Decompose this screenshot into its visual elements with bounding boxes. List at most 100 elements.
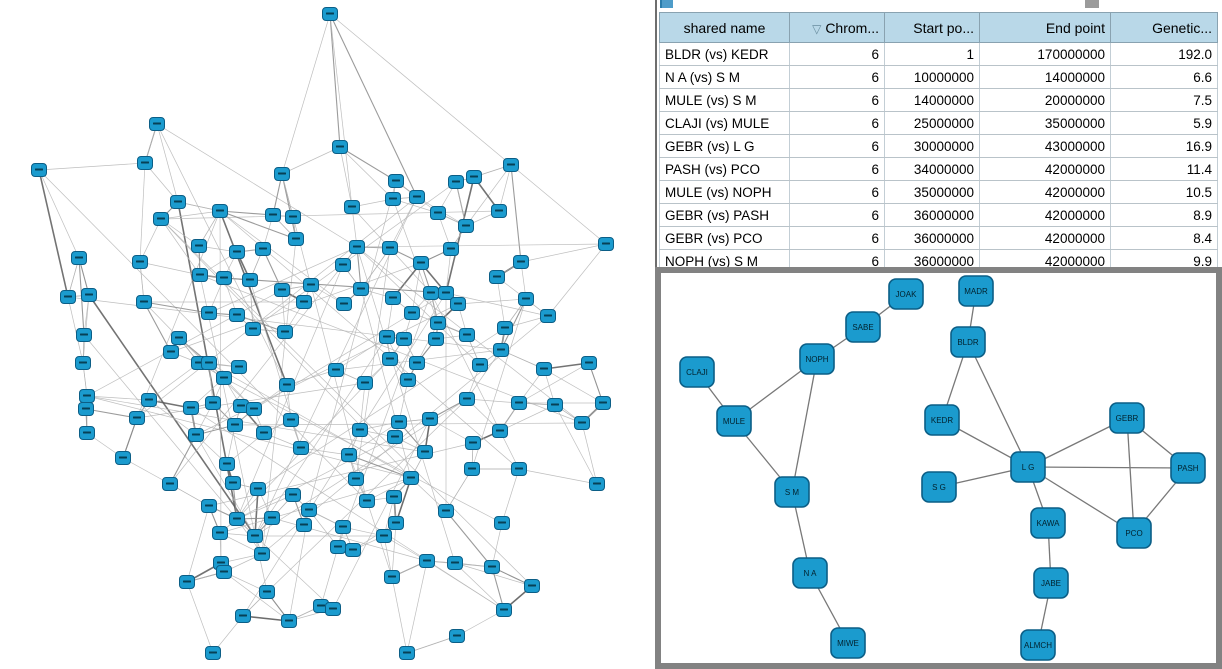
column-header-end-point[interactable]: End point xyxy=(979,12,1111,43)
graph-node[interactable] xyxy=(511,462,527,476)
cell-genetic[interactable]: 192.0 xyxy=(1110,42,1218,66)
graph-node[interactable] xyxy=(428,332,444,346)
graph-edge[interactable] xyxy=(967,341,1029,468)
cell-end[interactable]: 42000000 xyxy=(979,226,1111,250)
cell-chromosome[interactable]: 6 xyxy=(789,226,885,250)
graph-node[interactable] xyxy=(303,278,319,292)
graph-node[interactable] xyxy=(464,462,480,476)
graph-node[interactable] xyxy=(136,295,152,309)
graph-node[interactable] xyxy=(296,518,312,532)
graph-node[interactable] xyxy=(404,306,420,320)
graph-node[interactable] xyxy=(459,392,475,406)
graph-node[interactable] xyxy=(79,389,95,403)
graph-node[interactable] xyxy=(349,240,365,254)
graph-node[interactable] xyxy=(229,245,245,259)
scrollbar-fragment[interactable] xyxy=(1085,0,1099,8)
graph-node[interactable] xyxy=(149,117,165,131)
graph-node[interactable] xyxy=(301,503,317,517)
graph-node[interactable]: KAWA xyxy=(1030,507,1066,539)
table-row[interactable]: PASH (vs) PCO 6 34000000 42000000 11.4 xyxy=(659,157,1218,181)
graph-node[interactable]: N A xyxy=(792,557,828,589)
cell-shared-name[interactable]: GEBR (vs) PASH xyxy=(659,203,790,227)
graph-node[interactable] xyxy=(344,200,360,214)
table-row[interactable]: GEBR (vs) PCO 6 36000000 42000000 8.4 xyxy=(659,226,1218,250)
graph-node[interactable] xyxy=(227,418,243,432)
graph-node[interactable] xyxy=(513,255,529,269)
graph-node[interactable] xyxy=(589,477,605,491)
graph-node[interactable] xyxy=(60,290,76,304)
graph-node[interactable] xyxy=(285,488,301,502)
detail-network-canvas[interactable]: JOAK MADR SABE BLDR NOPH CLAJI MULE KEDR GEBR L G… xyxy=(661,273,1216,663)
graph-node[interactable] xyxy=(382,352,398,366)
graph-node[interactable] xyxy=(288,232,304,246)
graph-node[interactable] xyxy=(388,174,404,188)
graph-node[interactable] xyxy=(497,321,513,335)
graph-node[interactable] xyxy=(503,158,519,172)
graph-node[interactable] xyxy=(341,448,357,462)
graph-node[interactable] xyxy=(581,356,597,370)
cell-chromosome[interactable]: 6 xyxy=(789,42,885,66)
cell-genetic[interactable]: 11.4 xyxy=(1110,157,1218,181)
table-row[interactable]: N A (vs) S M 6 10000000 14000000 6.6 xyxy=(659,65,1218,89)
graph-node[interactable]: JOAK xyxy=(888,278,924,310)
graph-node[interactable]: MIWE xyxy=(830,627,866,659)
graph-node[interactable] xyxy=(31,163,47,177)
graph-node[interactable] xyxy=(595,396,611,410)
cell-shared-name[interactable]: BLDR (vs) KEDR xyxy=(659,42,790,66)
graph-node[interactable] xyxy=(458,219,474,233)
cell-start[interactable]: 1 xyxy=(884,42,980,66)
graph-node[interactable] xyxy=(409,356,425,370)
graph-node[interactable] xyxy=(170,195,186,209)
cell-end[interactable]: 43000000 xyxy=(979,134,1111,158)
graph-node[interactable] xyxy=(281,614,297,628)
graph-node[interactable]: MADR xyxy=(958,275,994,307)
graph-node[interactable] xyxy=(382,241,398,255)
graph-node[interactable] xyxy=(472,358,488,372)
table-row[interactable]: MULE (vs) S M 6 14000000 20000000 7.5 xyxy=(659,88,1218,112)
graph-node[interactable] xyxy=(438,504,454,518)
cell-genetic[interactable]: 7.5 xyxy=(1110,88,1218,112)
graph-node[interactable] xyxy=(216,371,232,385)
graph-node[interactable]: GEBR xyxy=(1109,402,1145,434)
graph-node[interactable] xyxy=(484,560,500,574)
cell-start[interactable]: 10000000 xyxy=(884,65,980,89)
graph-node[interactable] xyxy=(78,402,94,416)
graph-node[interactable] xyxy=(598,237,614,251)
graph-node[interactable]: BLDR xyxy=(950,326,986,358)
graph-node[interactable] xyxy=(385,192,401,206)
cell-shared-name[interactable]: MULE (vs) S M xyxy=(659,88,790,112)
graph-node[interactable] xyxy=(574,416,590,430)
graph-edge[interactable] xyxy=(1027,466,1135,534)
graph-node[interactable] xyxy=(384,570,400,584)
cell-end[interactable]: 14000000 xyxy=(979,65,1111,89)
cell-start[interactable]: 14000000 xyxy=(884,88,980,112)
cell-chromosome[interactable]: 6 xyxy=(789,157,885,181)
graph-node[interactable] xyxy=(246,402,262,416)
graph-node[interactable] xyxy=(201,306,217,320)
graph-node[interactable] xyxy=(413,256,429,270)
graph-node[interactable] xyxy=(229,512,245,526)
graph-node[interactable] xyxy=(325,602,341,616)
graph-node[interactable]: L G xyxy=(1010,451,1046,483)
graph-node[interactable] xyxy=(492,424,508,438)
graph-node[interactable] xyxy=(71,251,87,265)
cell-start[interactable]: 36000000 xyxy=(884,226,980,250)
graph-node[interactable] xyxy=(293,441,309,455)
graph-node[interactable] xyxy=(335,520,351,534)
graph-node[interactable] xyxy=(212,526,228,540)
graph-node[interactable]: ALMCH xyxy=(1020,629,1056,661)
graph-node[interactable] xyxy=(494,516,510,530)
graph-node[interactable] xyxy=(518,292,534,306)
graph-node[interactable] xyxy=(328,363,344,377)
overview-network-canvas[interactable] xyxy=(0,0,655,669)
graph-node[interactable] xyxy=(76,328,92,342)
graph-node[interactable] xyxy=(188,428,204,442)
graph-node[interactable]: PASH xyxy=(1170,452,1206,484)
graph-node[interactable] xyxy=(335,258,351,272)
graph-node[interactable] xyxy=(279,378,295,392)
graph-node[interactable] xyxy=(332,140,348,154)
cell-chromosome[interactable]: 6 xyxy=(789,111,885,135)
graph-node[interactable] xyxy=(438,286,454,300)
cell-shared-name[interactable]: N A (vs) S M xyxy=(659,65,790,89)
cell-chromosome[interactable]: 6 xyxy=(789,180,885,204)
